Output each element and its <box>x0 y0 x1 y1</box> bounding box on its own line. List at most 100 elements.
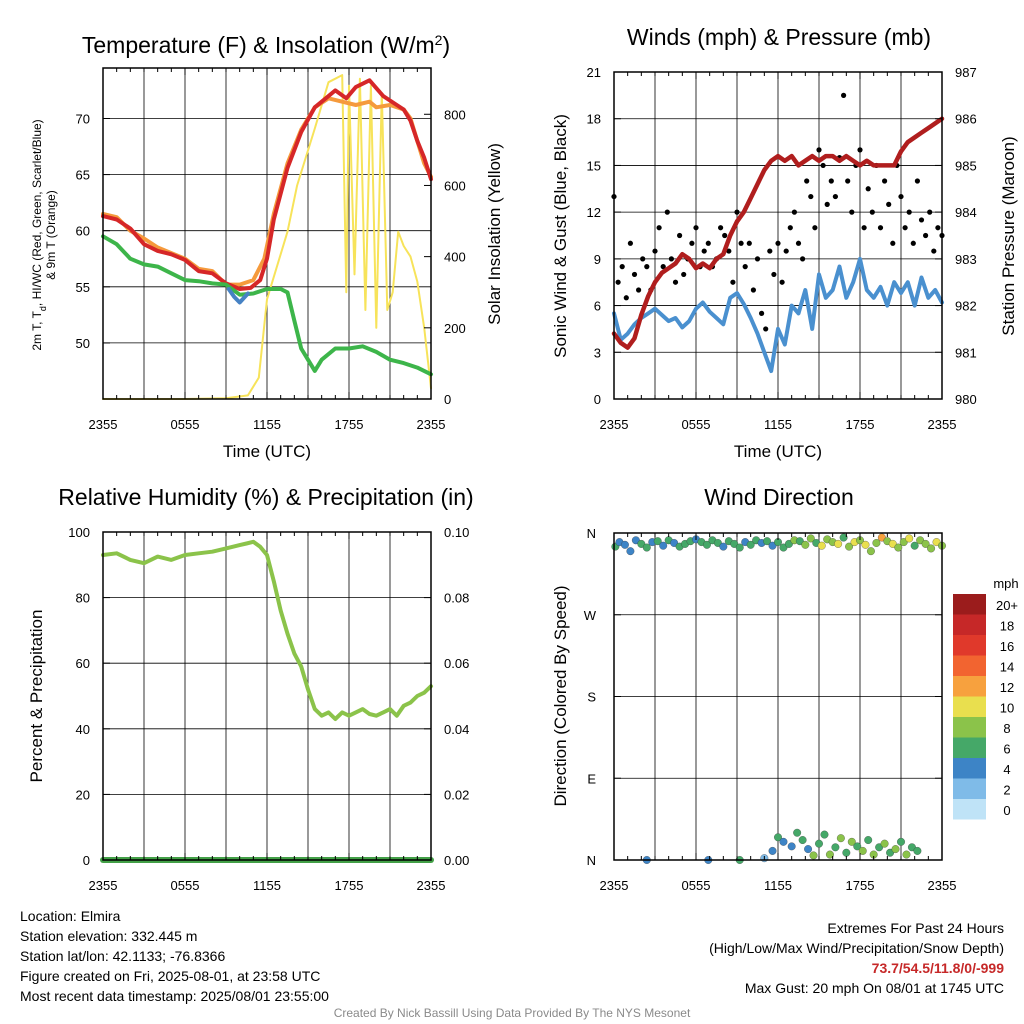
wind-direction-point <box>899 538 908 547</box>
gust-point <box>857 147 863 153</box>
wind-direction-point <box>719 542 728 551</box>
latlon-text: Station lat/lon: 42.1133; -76.8366 <box>20 948 226 964</box>
y2-tick-label: 800 <box>444 107 466 122</box>
x-tick-label: 2355 <box>417 417 446 432</box>
colorbar-label: 0 <box>1003 803 1010 818</box>
gust-point <box>902 225 908 231</box>
wind-direction-point <box>891 845 900 854</box>
gust-point <box>849 209 855 215</box>
x-tick-label: 1755 <box>335 417 364 432</box>
wind-direction-point <box>787 842 796 851</box>
max-gust-text: Max Gust: 20 mph On 08/01 at 1745 UTC <box>744 980 1004 996</box>
gust-point <box>824 201 830 207</box>
y2-tick-label: 981 <box>955 345 977 360</box>
wind-direction-point <box>905 534 914 543</box>
y-tick-label: 60 <box>76 656 90 671</box>
colorbar-label: 10 <box>1000 701 1014 716</box>
wind-direction-point <box>795 537 804 546</box>
y-tick-label: 55 <box>76 280 90 295</box>
gust-point <box>828 178 834 184</box>
colorbar-label: 8 <box>1003 721 1010 736</box>
gust-point <box>738 240 744 246</box>
y2-tick-label: 0 <box>444 392 451 407</box>
wind-direction-point <box>713 539 722 547</box>
gust-point <box>759 310 765 316</box>
extremes-info: Extremes For Past 24 Hours (High/Low/Max… <box>709 918 1004 998</box>
direction-tick-label: S <box>587 690 596 705</box>
temperature-ylabel-1: 2m T, Td, HI/WC (Red, Green, Scarlet/Blu… <box>30 119 48 350</box>
wind-direction-point <box>642 543 651 552</box>
gust-point <box>779 279 785 285</box>
gust-point <box>923 232 929 239</box>
wind-direction-point <box>866 547 875 556</box>
wind-direction-ticks: 2355 0555 1155 1755 2355 N E S W N <box>584 526 957 893</box>
direction-tick-label: N <box>587 526 596 541</box>
gust-point <box>914 178 921 184</box>
colorbar-swatch <box>953 614 986 635</box>
temperature-xlabel: Time (UTC) <box>223 442 311 461</box>
humidity-ticks: 2355 0555 1155 1755 2355 0 20 40 60 80 100 0.00 0.02… <box>68 525 469 893</box>
wind-direction-point <box>875 843 884 852</box>
wind-direction-point <box>916 536 925 545</box>
wind-direction-point <box>779 837 788 846</box>
colorbar-unit: mph <box>993 576 1018 591</box>
extremes-subtitle: (High/Low/Max Wind/Precipitation/Snow De… <box>709 940 1004 956</box>
wind-direction-point <box>763 537 772 546</box>
colorbar-swatch <box>953 737 986 758</box>
gust-point <box>660 264 666 270</box>
gust-point <box>640 256 646 262</box>
direction-tick-label: N <box>587 853 596 868</box>
gust-point <box>771 271 777 278</box>
wind-direction-point <box>836 834 845 843</box>
y-tick-label: 65 <box>76 168 90 183</box>
gust-point <box>906 209 912 215</box>
wind-direction-point <box>886 848 895 857</box>
wind-direction-point <box>653 537 662 546</box>
speed-colorbar: mph 20+ 18 16 14 12 10 8 6 4 2 0 <box>953 576 1019 820</box>
elevation-text: Station elevation: 332.445 m <box>20 928 198 944</box>
gust-point <box>804 178 810 184</box>
gust-point <box>705 240 711 246</box>
wind-direction-point <box>902 850 911 859</box>
y-tick-label: 100 <box>68 525 90 540</box>
wind-direction-point <box>804 845 813 854</box>
wind-direction-point <box>784 539 793 548</box>
colorbar-swatch <box>953 655 986 676</box>
y-tick-label: 50 <box>76 336 90 351</box>
wind-direction-point <box>842 848 851 857</box>
x-tick-label: 2355 <box>928 417 957 432</box>
gust-point <box>787 225 793 231</box>
wind-direction-grid <box>614 533 942 860</box>
gust-point <box>832 193 839 200</box>
y-tick-label: 6 <box>594 299 601 314</box>
wind-direction-point <box>768 846 777 855</box>
y2-tick-label: 600 <box>444 178 466 193</box>
colorbar-label: 4 <box>1003 762 1010 777</box>
wind-direction-point <box>864 836 873 844</box>
y2-tick-label: 984 <box>955 205 977 220</box>
gust-point <box>918 217 925 223</box>
gust-point <box>927 209 933 215</box>
2m-t-line <box>101 78 433 291</box>
gust-point <box>910 240 916 246</box>
temperature-ticks: 2355 0555 1155 1755 2355 50 55 60 65 70 0 200 400 600… <box>76 68 466 432</box>
wind-direction-point <box>888 539 897 548</box>
x-tick-label: 0555 <box>682 417 711 432</box>
extremes-title: Extremes For Past 24 Hours <box>827 920 1004 936</box>
wind-direction-point <box>880 839 889 848</box>
wind-direction-point <box>798 836 807 844</box>
gust-point <box>767 248 773 254</box>
x-tick-label: 2355 <box>89 417 118 432</box>
x-tick-label: 1155 <box>764 878 792 893</box>
wind-direction-point <box>825 850 834 859</box>
gust-point <box>644 264 650 270</box>
y2-tick-label: 200 <box>444 321 466 336</box>
colorbar-swatch <box>953 799 986 820</box>
wind-direction-point <box>853 842 862 851</box>
y-tick-label: 60 <box>76 224 90 239</box>
gust-point <box>652 248 658 254</box>
winds-series <box>611 92 945 373</box>
gust-point <box>746 240 752 246</box>
x-tick-label: 1155 <box>253 417 281 432</box>
